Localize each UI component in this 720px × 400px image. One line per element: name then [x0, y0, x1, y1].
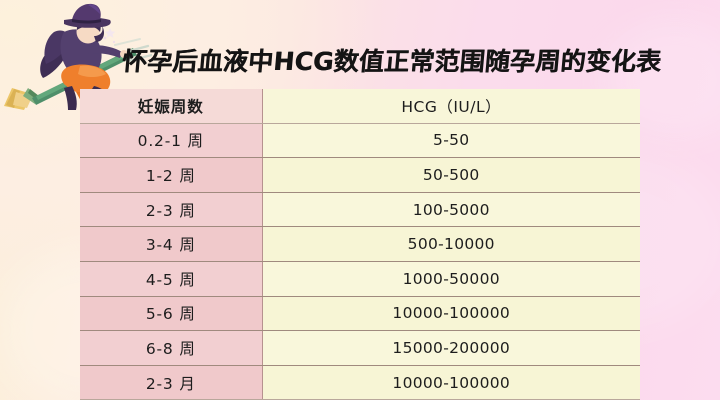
cell-gestational-week: 2-3 周	[80, 192, 263, 228]
table-row: 3-4 周 500-10000	[80, 226, 640, 262]
table-header-row: 妊娠周数 HCG（IU/L）	[80, 89, 640, 124]
cell-hcg-range: 100-5000	[262, 192, 640, 228]
cell-hcg-range: 50-500	[262, 157, 640, 193]
table-header: 妊娠周数 HCG（IU/L）	[80, 89, 640, 124]
column-header-hcg-value: HCG（IU/L）	[262, 89, 640, 124]
cell-gestational-week: 5-6 周	[80, 296, 263, 332]
table-row: 2-3 月 10000-100000	[80, 365, 640, 400]
witch-on-broomstick-icon	[2, 2, 152, 110]
hcg-range-table: 妊娠周数 HCG（IU/L） 0.2-1 周 5-50 1-2 周 50-500…	[80, 89, 640, 400]
table-row: 5-6 周 10000-100000	[80, 296, 640, 332]
cell-hcg-range: 15000-200000	[262, 330, 640, 366]
table-row: 1-2 周 50-500	[80, 157, 640, 193]
cell-gestational-week: 3-4 周	[80, 226, 263, 262]
cell-gestational-week: 4-5 周	[80, 261, 263, 297]
table-body: 0.2-1 周 5-50 1-2 周 50-500 2-3 周 100-5000…	[80, 123, 640, 400]
cell-gestational-week: 6-8 周	[80, 330, 263, 366]
cell-hcg-range: 500-10000	[262, 226, 640, 262]
cell-gestational-week: 0.2-1 周	[80, 123, 263, 159]
cell-hcg-range: 10000-100000	[262, 365, 640, 400]
table-row: 4-5 周 1000-50000	[80, 261, 640, 297]
hcg-range-table-wrapper: 妊娠周数 HCG（IU/L） 0.2-1 周 5-50 1-2 周 50-500…	[80, 89, 640, 400]
cell-hcg-range: 1000-50000	[262, 261, 640, 297]
table-row: 2-3 周 100-5000	[80, 192, 640, 228]
page-title: 怀孕后血液中HCG数值正常范围随孕周的变化表	[120, 47, 663, 76]
cell-hcg-range: 10000-100000	[262, 296, 640, 332]
table-row: 6-8 周 15000-200000	[80, 330, 640, 366]
cell-gestational-week: 1-2 周	[80, 157, 263, 193]
cell-gestational-week: 2-3 月	[80, 365, 263, 400]
column-header-gestational-week: 妊娠周数	[80, 89, 263, 124]
cell-hcg-range: 5-50	[262, 123, 640, 159]
table-row: 0.2-1 周 5-50	[80, 123, 640, 159]
